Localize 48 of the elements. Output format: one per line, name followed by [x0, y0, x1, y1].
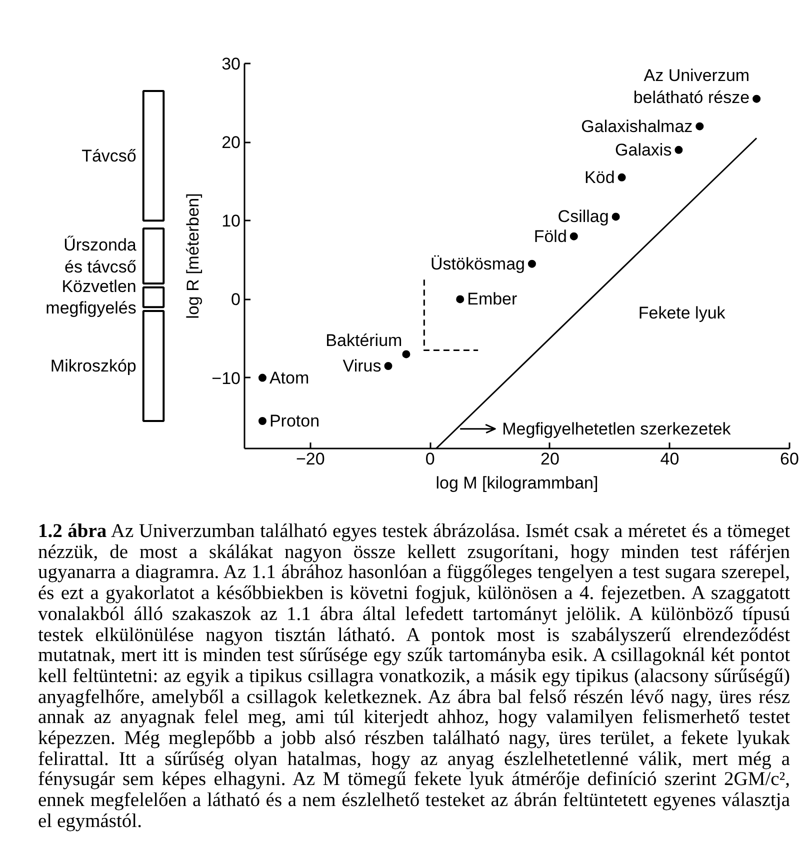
y-tick-label: 20: [222, 133, 241, 152]
point: [258, 374, 266, 382]
series-label: Köd: [584, 168, 615, 187]
series-label: Föld: [534, 226, 567, 246]
point: [612, 212, 620, 221]
bar: [142, 286, 165, 308]
series-label: Közvetlen megfigyelés: [46, 276, 136, 318]
chart-title: 1.2 ábra Az Univerzumban található egyes testek ábrázolása. Ismét csak a méretet és a tömeget: [38, 521, 790, 542]
point: [570, 232, 578, 240]
series-label: Galaxis: [615, 140, 672, 160]
y-tick-label: 0: [231, 290, 241, 310]
x-tick-label: 60: [780, 450, 799, 468]
text: nézzük, de most a skálákat nagyon össze kellett zsugorítani, hogy minden test ráférjen ugyanarra a diagramra. Az 1.1 ábrához hasonlóan a függőleges tengelyen a test sugara szerepel, és ezt a gyakorlatot a későbbiekben is követni fogjuk, különösen a 4. fejezetben. A szaggatott vonalakból álló szakaszok az 1.1 ábra által lefedett tartományt jelölik. A különböző típusú testek elkülönülése nagyon tisztán látható. A pontok most is szabályszerű elrendeződést mutatnak, mert itt is minden test sűrűsége egy szűk tartományba esik. A csillagoknál két pontot kell feltüntetni: az egyik a tipikus csillagra vonatkozik, a másik egy tipikus (alacsony sűrűségű) anyagfelhőre, amelyből a csillagok keletkeznek. Az ábra bal felső részén lévő nagy, üres rész annak az anyagnak felel meg, ami túl kiterjedt ahhoz, hogy valamilyen felismerhető testet képezzen. Még meglepőbb a jobb alsó részben található nagy, üres terület, a fekete lyukak felirattal. Itt a sűrűség olyan hatalmas, hogy az anyag észlelhetetlenné válik, mert még a fénysugár sem képes elhagyni. Az M tömegű fekete lyuk átmérője definíció szerint 2GM/c², ennek megfelelően a látható és a nem észlelhető testeket az ábrán feltüntetett egyenes választja el egymástól.: [38, 542, 790, 832]
series-label: Az Univerzum belátható része: [633, 66, 750, 107]
point: [258, 417, 266, 425]
x-tick-label: 40: [660, 450, 680, 468]
series-label: Csillag: [558, 207, 609, 226]
series-label: Ember: [467, 290, 518, 309]
point: [752, 94, 761, 103]
bar: [142, 90, 165, 222]
bar: [142, 228, 165, 284]
point: [384, 362, 392, 370]
text: Fekete lyuk: [638, 303, 726, 322]
x-tick-label: −20: [296, 450, 325, 468]
series-label: Mikroszkóp: [50, 356, 136, 376]
x-tick-label: 20: [540, 450, 560, 468]
point: [402, 350, 410, 358]
series-label: Üstökösmag: [430, 254, 525, 274]
series-label: Proton: [269, 412, 320, 430]
point: [528, 260, 536, 268]
point: [618, 173, 626, 182]
x-tick-label: 0: [425, 450, 435, 468]
series-label: Virus: [342, 356, 382, 376]
point: [696, 122, 704, 130]
bar: [142, 310, 165, 422]
y-tick-label: −10: [212, 368, 241, 388]
y-axis-title: log R [méterben]: [184, 193, 203, 319]
series-label: Baktérium: [326, 331, 402, 350]
y-tick-label: 10: [222, 212, 241, 231]
series-label: Távcső: [82, 146, 136, 166]
y-tick-label: 30: [222, 54, 241, 74]
point: [674, 146, 683, 154]
series-label: Atom: [269, 368, 310, 388]
x-axis-title: log M [kilogrammban]: [436, 474, 598, 492]
series-label: Galaxishalmaz: [581, 116, 693, 136]
series-label: Űrszonda és távcső: [64, 236, 137, 276]
point: [456, 295, 464, 304]
annotation: Megfigyelhetetlen szerkezetek: [502, 419, 732, 438]
